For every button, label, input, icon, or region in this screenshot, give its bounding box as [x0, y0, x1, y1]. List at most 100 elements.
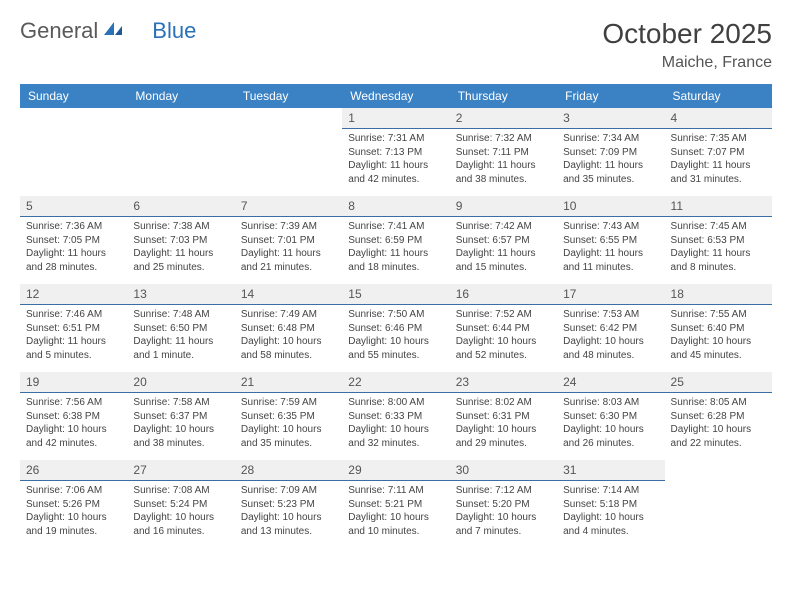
- day-info: Sunrise: 8:03 AMSunset: 6:30 PMDaylight:…: [557, 393, 664, 450]
- calendar-body: 1Sunrise: 7:31 AMSunset: 7:13 PMDaylight…: [20, 108, 772, 548]
- day-info: Sunrise: 7:36 AMSunset: 7:05 PMDaylight:…: [20, 217, 127, 274]
- weekday-header: Tuesday: [235, 84, 342, 108]
- calendar-day-cell: 17Sunrise: 7:53 AMSunset: 6:42 PMDayligh…: [557, 284, 664, 372]
- day-number: 23: [450, 372, 557, 393]
- calendar-day-cell: 15Sunrise: 7:50 AMSunset: 6:46 PMDayligh…: [342, 284, 449, 372]
- calendar-day-cell: 25Sunrise: 8:05 AMSunset: 6:28 PMDayligh…: [665, 372, 772, 460]
- day-info: Sunrise: 7:41 AMSunset: 6:59 PMDaylight:…: [342, 217, 449, 274]
- calendar-day-cell: 22Sunrise: 8:00 AMSunset: 6:33 PMDayligh…: [342, 372, 449, 460]
- calendar-day-cell: 8Sunrise: 7:41 AMSunset: 6:59 PMDaylight…: [342, 196, 449, 284]
- day-number: 31: [557, 460, 664, 481]
- calendar-week-row: 12Sunrise: 7:46 AMSunset: 6:51 PMDayligh…: [20, 284, 772, 372]
- day-info: Sunrise: 7:14 AMSunset: 5:18 PMDaylight:…: [557, 481, 664, 538]
- logo: General Blue: [20, 18, 196, 44]
- day-number: 24: [557, 372, 664, 393]
- day-info: Sunrise: 8:02 AMSunset: 6:31 PMDaylight:…: [450, 393, 557, 450]
- calendar-day-cell: 1Sunrise: 7:31 AMSunset: 7:13 PMDaylight…: [342, 108, 449, 196]
- calendar-week-row: 1Sunrise: 7:31 AMSunset: 7:13 PMDaylight…: [20, 108, 772, 196]
- day-number: 4: [665, 108, 772, 129]
- title-block: October 2025 Maiche, France: [602, 18, 772, 72]
- day-info: Sunrise: 7:34 AMSunset: 7:09 PMDaylight:…: [557, 129, 664, 186]
- day-number: 30: [450, 460, 557, 481]
- day-number: 13: [127, 284, 234, 305]
- day-info: Sunrise: 7:53 AMSunset: 6:42 PMDaylight:…: [557, 305, 664, 362]
- day-info: Sunrise: 7:32 AMSunset: 7:11 PMDaylight:…: [450, 129, 557, 186]
- day-number: 14: [235, 284, 342, 305]
- day-info: Sunrise: 7:56 AMSunset: 6:38 PMDaylight:…: [20, 393, 127, 450]
- calendar-day-cell: 7Sunrise: 7:39 AMSunset: 7:01 PMDaylight…: [235, 196, 342, 284]
- day-info: Sunrise: 7:48 AMSunset: 6:50 PMDaylight:…: [127, 305, 234, 362]
- calendar-day-cell: 20Sunrise: 7:58 AMSunset: 6:37 PMDayligh…: [127, 372, 234, 460]
- calendar-day-cell: 10Sunrise: 7:43 AMSunset: 6:55 PMDayligh…: [557, 196, 664, 284]
- day-number: 11: [665, 196, 772, 217]
- day-info: Sunrise: 7:45 AMSunset: 6:53 PMDaylight:…: [665, 217, 772, 274]
- logo-text-blue: Blue: [152, 18, 196, 44]
- calendar-day-cell: 4Sunrise: 7:35 AMSunset: 7:07 PMDaylight…: [665, 108, 772, 196]
- empty-day: [235, 108, 342, 128]
- calendar-day-cell: 24Sunrise: 8:03 AMSunset: 6:30 PMDayligh…: [557, 372, 664, 460]
- day-info: Sunrise: 7:58 AMSunset: 6:37 PMDaylight:…: [127, 393, 234, 450]
- day-number: 20: [127, 372, 234, 393]
- day-info: Sunrise: 7:31 AMSunset: 7:13 PMDaylight:…: [342, 129, 449, 186]
- day-info: Sunrise: 7:12 AMSunset: 5:20 PMDaylight:…: [450, 481, 557, 538]
- day-number: 25: [665, 372, 772, 393]
- calendar-day-cell: 5Sunrise: 7:36 AMSunset: 7:05 PMDaylight…: [20, 196, 127, 284]
- day-number: 6: [127, 196, 234, 217]
- day-number: 12: [20, 284, 127, 305]
- calendar-day-cell: 12Sunrise: 7:46 AMSunset: 6:51 PMDayligh…: [20, 284, 127, 372]
- day-number: 15: [342, 284, 449, 305]
- calendar-day-cell: 11Sunrise: 7:45 AMSunset: 6:53 PMDayligh…: [665, 196, 772, 284]
- calendar-day-cell: 16Sunrise: 7:52 AMSunset: 6:44 PMDayligh…: [450, 284, 557, 372]
- day-info: Sunrise: 7:11 AMSunset: 5:21 PMDaylight:…: [342, 481, 449, 538]
- calendar-day-cell: 13Sunrise: 7:48 AMSunset: 6:50 PMDayligh…: [127, 284, 234, 372]
- day-number: 29: [342, 460, 449, 481]
- empty-day: [665, 460, 772, 480]
- day-info: Sunrise: 8:00 AMSunset: 6:33 PMDaylight:…: [342, 393, 449, 450]
- day-info: Sunrise: 7:55 AMSunset: 6:40 PMDaylight:…: [665, 305, 772, 362]
- month-title: October 2025: [602, 18, 772, 50]
- weekday-header: Thursday: [450, 84, 557, 108]
- calendar-week-row: 19Sunrise: 7:56 AMSunset: 6:38 PMDayligh…: [20, 372, 772, 460]
- empty-day: [20, 108, 127, 128]
- calendar-week-row: 26Sunrise: 7:06 AMSunset: 5:26 PMDayligh…: [20, 460, 772, 548]
- day-number: 17: [557, 284, 664, 305]
- day-number: 16: [450, 284, 557, 305]
- calendar-day-cell: [20, 108, 127, 196]
- day-number: 10: [557, 196, 664, 217]
- day-number: 18: [665, 284, 772, 305]
- calendar-day-cell: [127, 108, 234, 196]
- calendar-day-cell: 29Sunrise: 7:11 AMSunset: 5:21 PMDayligh…: [342, 460, 449, 548]
- calendar-day-cell: 30Sunrise: 7:12 AMSunset: 5:20 PMDayligh…: [450, 460, 557, 548]
- calendar-week-row: 5Sunrise: 7:36 AMSunset: 7:05 PMDaylight…: [20, 196, 772, 284]
- day-number: 3: [557, 108, 664, 129]
- calendar-day-cell: 2Sunrise: 7:32 AMSunset: 7:11 PMDaylight…: [450, 108, 557, 196]
- calendar-day-cell: 6Sunrise: 7:38 AMSunset: 7:03 PMDaylight…: [127, 196, 234, 284]
- day-info: Sunrise: 7:59 AMSunset: 6:35 PMDaylight:…: [235, 393, 342, 450]
- calendar-day-cell: 26Sunrise: 7:06 AMSunset: 5:26 PMDayligh…: [20, 460, 127, 548]
- day-info: Sunrise: 7:50 AMSunset: 6:46 PMDaylight:…: [342, 305, 449, 362]
- calendar-day-cell: 14Sunrise: 7:49 AMSunset: 6:48 PMDayligh…: [235, 284, 342, 372]
- day-info: Sunrise: 7:39 AMSunset: 7:01 PMDaylight:…: [235, 217, 342, 274]
- location: Maiche, France: [602, 54, 772, 72]
- day-number: 21: [235, 372, 342, 393]
- day-info: Sunrise: 7:49 AMSunset: 6:48 PMDaylight:…: [235, 305, 342, 362]
- day-number: 5: [20, 196, 127, 217]
- logo-text-general: General: [20, 18, 98, 44]
- weekday-header: Saturday: [665, 84, 772, 108]
- day-number: 27: [127, 460, 234, 481]
- day-number: 9: [450, 196, 557, 217]
- calendar-day-cell: 23Sunrise: 8:02 AMSunset: 6:31 PMDayligh…: [450, 372, 557, 460]
- day-info: Sunrise: 8:05 AMSunset: 6:28 PMDaylight:…: [665, 393, 772, 450]
- empty-day: [127, 108, 234, 128]
- day-info: Sunrise: 7:52 AMSunset: 6:44 PMDaylight:…: [450, 305, 557, 362]
- calendar-day-cell: 28Sunrise: 7:09 AMSunset: 5:23 PMDayligh…: [235, 460, 342, 548]
- day-number: 26: [20, 460, 127, 481]
- calendar-table: SundayMondayTuesdayWednesdayThursdayFrid…: [20, 84, 772, 548]
- calendar-day-cell: 3Sunrise: 7:34 AMSunset: 7:09 PMDaylight…: [557, 108, 664, 196]
- day-number: 8: [342, 196, 449, 217]
- day-info: Sunrise: 7:42 AMSunset: 6:57 PMDaylight:…: [450, 217, 557, 274]
- day-info: Sunrise: 7:38 AMSunset: 7:03 PMDaylight:…: [127, 217, 234, 274]
- calendar-day-cell: 27Sunrise: 7:08 AMSunset: 5:24 PMDayligh…: [127, 460, 234, 548]
- weekday-header-row: SundayMondayTuesdayWednesdayThursdayFrid…: [20, 84, 772, 108]
- calendar-day-cell: [665, 460, 772, 548]
